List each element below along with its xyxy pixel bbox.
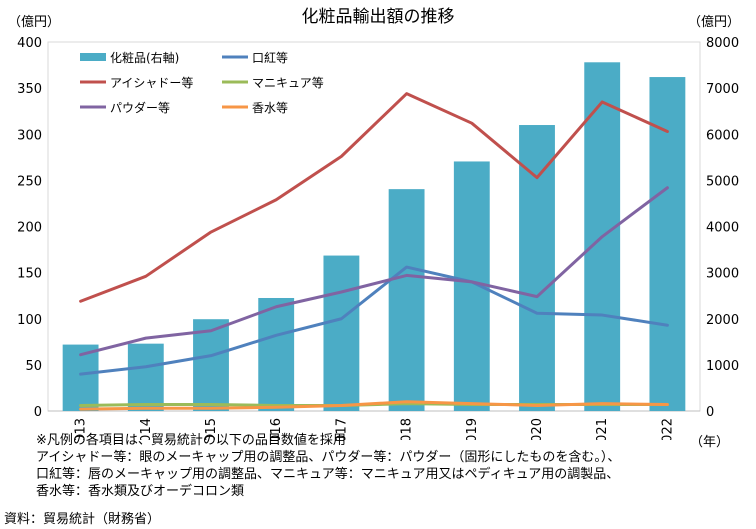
bar [127, 343, 164, 411]
x-tick-label: 2017 [334, 418, 349, 440]
left-tick-label: 350 [17, 82, 42, 97]
series-line [79, 186, 669, 357]
right-tick-label: 3000 [706, 267, 739, 282]
note-line-1: ※凡例の各項目は、貿易統計の以下の品目数値を採用 [36, 433, 346, 448]
note-line-3: 口紅等：唇のメーキャップ用の調整品、マニキュア等：マニキュア用又はペディキュア用… [36, 467, 620, 482]
x-tick-label: 2014 [139, 418, 154, 440]
x-tick-label: 2016 [269, 418, 284, 440]
bar [323, 255, 360, 411]
note-line-2: アイシャドー等：眼のメーキャップ用の調整品、パウダー等：パウダー（固形にしたもの… [36, 450, 621, 465]
left-tick-label: 150 [17, 267, 42, 282]
left-axis-ticks: 0 50 100 150 200 250 300 350 400 [17, 36, 42, 420]
right-tick-label: 4000 [706, 221, 739, 236]
right-axis-unit: （億円） [688, 14, 740, 30]
x-tick-label: 2013 [74, 418, 89, 440]
chart-title: 化粧品輸出額の推移 [302, 7, 455, 27]
x-tick-label: 2021 [595, 418, 610, 440]
bar [193, 319, 229, 411]
right-tick-label: 0 [706, 405, 714, 420]
legend-label: 香水等 [252, 101, 288, 115]
series-line [79, 92, 669, 303]
x-tick-label: 2019 [465, 418, 480, 440]
left-tick-label: 50 [25, 359, 42, 374]
left-tick-label: 250 [17, 174, 42, 189]
bar [258, 297, 295, 411]
bar [519, 125, 555, 412]
right-tick-label: 2000 [706, 313, 739, 328]
legend-label: アイシャドー等 [110, 76, 193, 90]
left-tick-label: 400 [17, 36, 42, 51]
x-tick-label: 2018 [400, 418, 415, 440]
legend-label: パウダー等 [110, 100, 170, 115]
right-tick-label: 5000 [706, 174, 739, 189]
x-tick-label: 2015 [204, 418, 219, 440]
right-tick-label: 6000 [706, 128, 739, 143]
bar [388, 189, 425, 411]
source-note: 資料：貿易統計（財務省） [4, 512, 161, 527]
right-tick-label: 7000 [706, 82, 739, 97]
legend-label: 口紅等 [252, 51, 288, 65]
x-axis-ticks: 2013 2014 2015 2016 2017 2018 2019 2020 2021 2022 [74, 418, 676, 440]
left-tick-label: 300 [17, 128, 42, 143]
line-series [79, 92, 669, 411]
left-axis-unit: （億円） [8, 14, 60, 30]
right-axis-ticks: 0 1000 2000 3000 4000 5000 6000 7000 8000 [706, 36, 739, 420]
x-tick-label: 2020 [530, 418, 545, 440]
legend-swatch-bar [80, 53, 106, 61]
x-axis-unit: （年） [690, 435, 730, 450]
right-tick-label: 1000 [706, 359, 739, 374]
chart: 化粧品輸出額の推移 （億円） （億円） 0 50 100 150 200 250 300 35… [8, 7, 740, 440]
series-line [79, 400, 669, 411]
right-tick-label: 8000 [706, 36, 739, 51]
series-line [79, 265, 669, 376]
legend-label: マニキュア等 [252, 76, 324, 90]
left-tick-label: 0 [34, 405, 42, 420]
left-tick-label: 200 [17, 221, 42, 236]
left-tick-label: 100 [17, 313, 42, 328]
note-line-4: 香水等：香水類及びオーデコロン類 [36, 484, 245, 499]
x-tick-label: 2022 [660, 418, 675, 440]
legend-label: 化粧品(右軸) [110, 50, 179, 65]
